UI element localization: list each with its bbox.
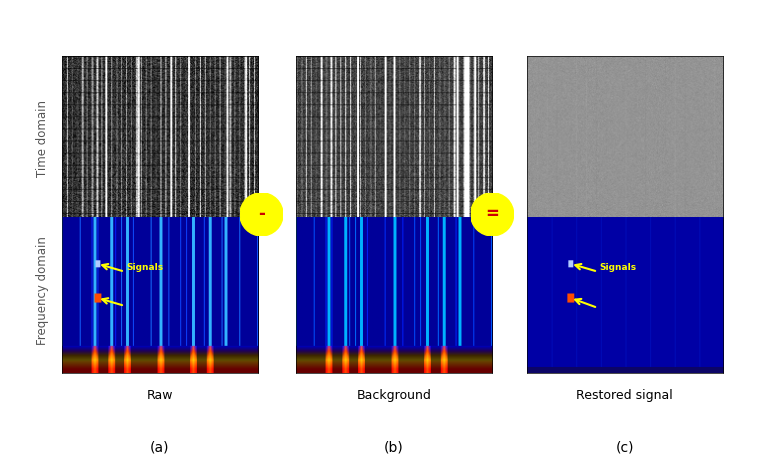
Text: (c): (c) [615, 440, 634, 454]
Text: Signals: Signals [127, 263, 164, 272]
Ellipse shape [471, 193, 514, 236]
Text: Restored signal: Restored signal [577, 389, 673, 402]
Text: (b): (b) [384, 440, 404, 454]
Text: =: = [485, 206, 499, 223]
Text: Time domain: Time domain [36, 100, 48, 177]
Text: -: - [258, 206, 265, 223]
Text: Signals: Signals [600, 263, 637, 272]
Text: (a): (a) [150, 440, 169, 454]
Text: Frequency domain: Frequency domain [36, 236, 48, 345]
Ellipse shape [240, 193, 283, 236]
Text: Background: Background [357, 389, 431, 402]
Text: Raw: Raw [146, 389, 173, 402]
